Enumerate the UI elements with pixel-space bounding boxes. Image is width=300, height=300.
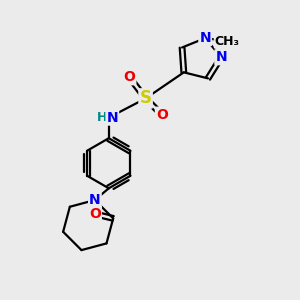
Text: O: O bbox=[89, 207, 101, 221]
Text: H: H bbox=[97, 111, 107, 124]
Text: O: O bbox=[156, 108, 168, 122]
Text: N: N bbox=[200, 31, 211, 45]
Text: N: N bbox=[215, 50, 227, 64]
Text: CH₃: CH₃ bbox=[215, 34, 240, 48]
Text: N: N bbox=[89, 193, 101, 207]
Text: N: N bbox=[106, 111, 118, 124]
Text: S: S bbox=[140, 89, 152, 107]
Text: O: O bbox=[124, 70, 135, 84]
